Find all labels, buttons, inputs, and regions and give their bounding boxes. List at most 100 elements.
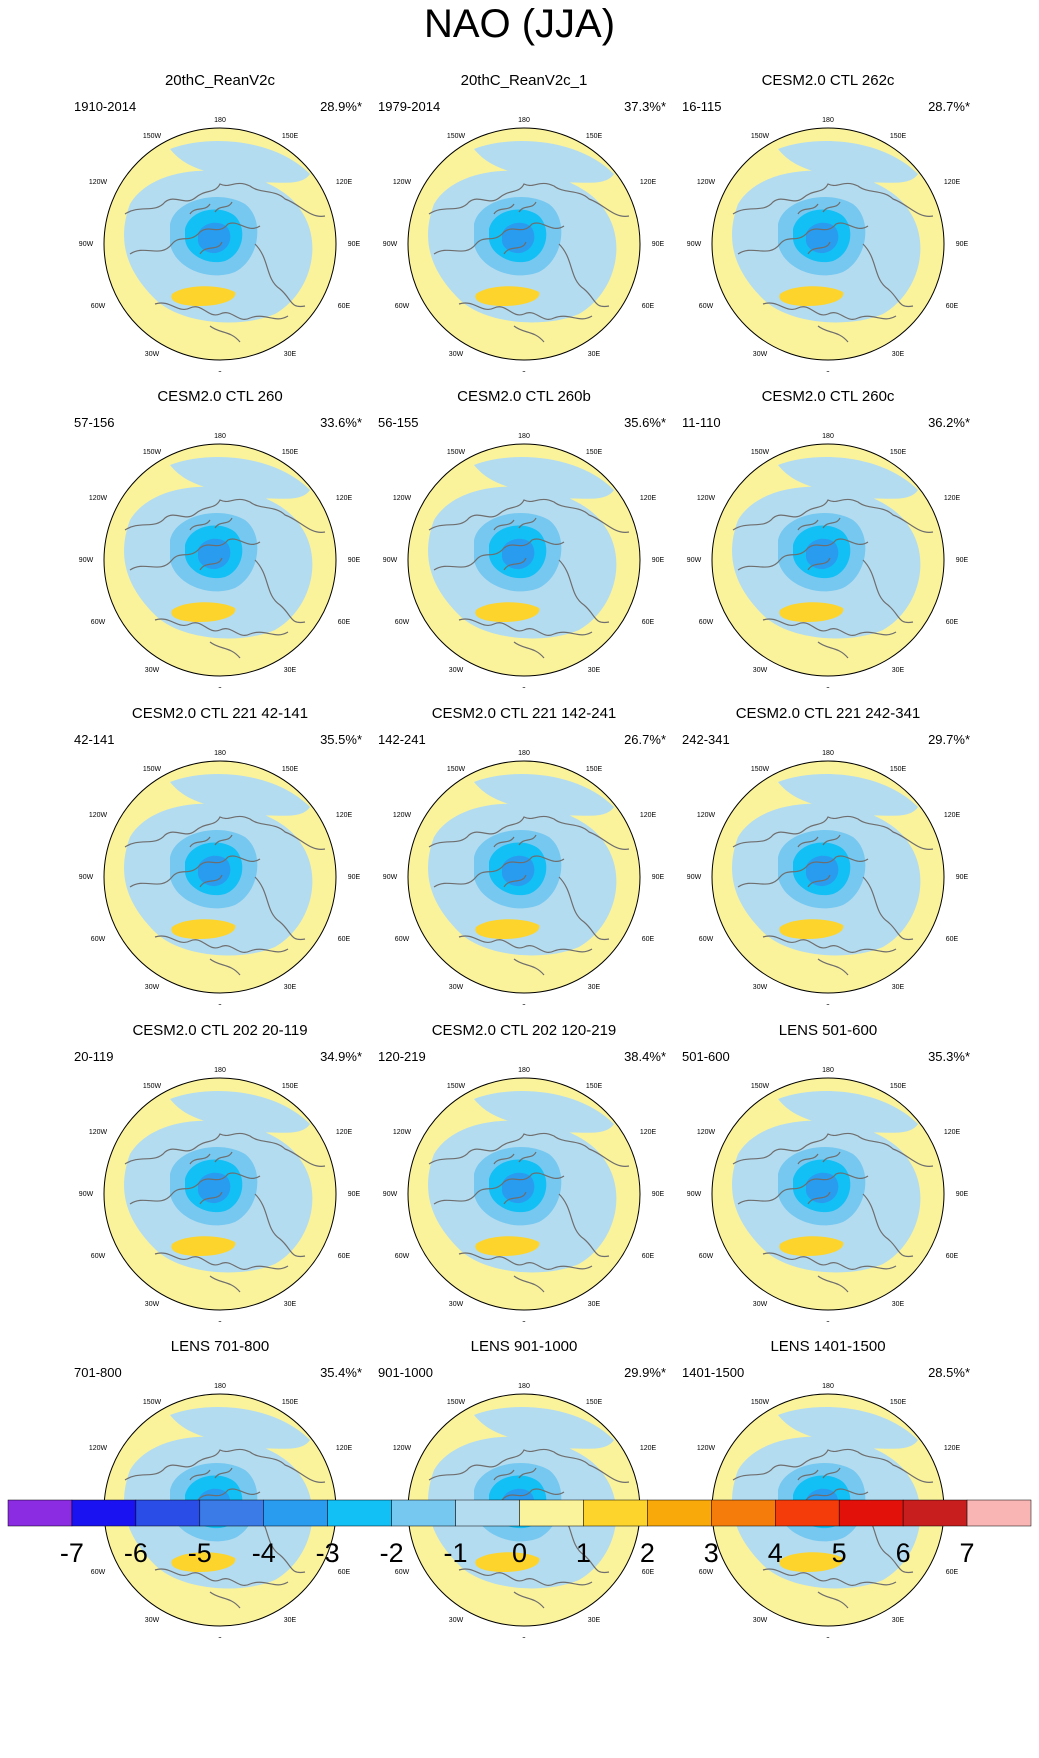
- lon-label-60e: 60E: [338, 303, 351, 310]
- colorbar-tick-label: -2: [380, 1538, 404, 1568]
- lon-label-150w: 150W: [447, 449, 466, 456]
- lon-label-0: 0: [826, 371, 830, 372]
- lon-label-120w: 120W: [697, 179, 716, 186]
- negative-core: [805, 222, 839, 254]
- lon-label-150w: 150W: [751, 766, 770, 773]
- lon-label-90e: 90E: [956, 557, 969, 564]
- panel-percent: 34.9%*: [320, 1049, 362, 1064]
- lon-label-60e: 60E: [642, 1253, 655, 1260]
- lon-label-30e: 30E: [588, 1301, 601, 1308]
- lon-label-90w: 90W: [383, 241, 398, 248]
- polar-map: 180 0 150W 150E 120W 120E 90W 90E 60W 60…: [687, 1067, 969, 1322]
- polar-map: 180 0 150W 150E 120W 120E 90W 90E 60W 60…: [687, 117, 969, 372]
- lon-label-60e: 60E: [946, 1253, 959, 1260]
- lon-label-30e: 30E: [284, 1617, 297, 1624]
- colorbar-tick-label: -6: [124, 1538, 148, 1568]
- negative-region: [778, 1091, 918, 1134]
- lon-label-0: 0: [522, 371, 526, 372]
- lon-label-120w: 120W: [393, 1129, 412, 1136]
- lon-label-180: 180: [518, 433, 530, 440]
- lon-label-120e: 120E: [640, 179, 657, 186]
- coastlines: [732, 498, 934, 659]
- colorbar-box: [519, 1499, 584, 1527]
- lon-label-30w: 30W: [753, 984, 768, 991]
- lon-label-120w: 120W: [393, 495, 412, 502]
- colorbar-box: [647, 1499, 712, 1527]
- panel-years: 501-600: [682, 1049, 730, 1064]
- panel-title: LENS 901-1000: [470, 1338, 578, 1355]
- negative-region: [170, 774, 310, 817]
- panel-percent: 38.4%*: [624, 1049, 666, 1064]
- lon-label-150w: 150W: [751, 1083, 770, 1090]
- negative-region: [170, 457, 310, 500]
- positive-center: [171, 1552, 236, 1572]
- colorbar-box: [7, 1499, 73, 1527]
- coastlines: [428, 498, 630, 659]
- colorbar-tick-label: 0: [512, 1538, 527, 1568]
- lon-label-60e: 60E: [338, 619, 351, 626]
- panel-years: 56-155: [378, 415, 419, 430]
- lon-label-0: 0: [522, 1321, 526, 1322]
- panel-years: 1910-2014: [74, 99, 137, 114]
- colorbar-box: [455, 1499, 520, 1527]
- panel-percent: 35.3%*: [928, 1049, 970, 1064]
- panel-title: LENS 701-800: [170, 1338, 270, 1355]
- lon-label-30e: 30E: [284, 351, 297, 358]
- lon-label-150w: 150W: [751, 1399, 770, 1406]
- lon-label-30e: 30E: [892, 984, 905, 991]
- map-panel: CESM2.0 CTL 221 142-241: [364, 705, 684, 1005]
- lon-label-120e: 120E: [944, 812, 961, 819]
- lon-label-150e: 150E: [586, 1083, 603, 1090]
- coastlines: [428, 815, 630, 976]
- lon-label-90w: 90W: [687, 241, 702, 248]
- map-panel: CESM2.0 CTL 221 242-341: [668, 705, 988, 1005]
- panel-title: LENS 501-600: [778, 1022, 878, 1039]
- lon-label-0: 0: [826, 1637, 830, 1638]
- positive-center: [779, 286, 844, 306]
- positive-center: [475, 1236, 540, 1256]
- polar-map: 180 0 150W 150E 120W 120E 90W 90E 60W 60…: [383, 1067, 665, 1322]
- lon-label-150e: 150E: [282, 1399, 299, 1406]
- lon-label-150w: 150W: [447, 133, 466, 140]
- lon-label-0: 0: [826, 1004, 830, 1005]
- lon-label-60w: 60W: [395, 303, 410, 310]
- colorbar-box: [966, 1499, 1032, 1527]
- map-border: [711, 443, 945, 677]
- panel-title: CESM2.0 CTL 262c: [761, 72, 895, 89]
- positive-center: [475, 1552, 540, 1572]
- map-border: [103, 760, 337, 994]
- lon-label-0: 0: [218, 1321, 222, 1322]
- lon-label-60e: 60E: [642, 1569, 655, 1576]
- colorbar-tick-label: -4: [252, 1538, 276, 1568]
- lon-label-30e: 30E: [892, 1617, 905, 1624]
- positive-center: [171, 919, 236, 939]
- lon-label-120e: 120E: [336, 495, 353, 502]
- lon-label-0: 0: [522, 687, 526, 688]
- panel-title: LENS 1401-1500: [770, 1338, 886, 1355]
- anomaly-field: [428, 1091, 617, 1273]
- coastlines: [732, 815, 934, 976]
- colorbar-box: [711, 1499, 776, 1527]
- panel-years: 701-800: [74, 1365, 122, 1380]
- lon-label-60e: 60E: [338, 936, 351, 943]
- polar-map: 180 0 150W 150E 120W 120E 90W 90E 60W 60…: [79, 1067, 361, 1322]
- lon-label-60w: 60W: [395, 1253, 410, 1260]
- lon-label-150w: 150W: [143, 766, 162, 773]
- lon-label-120w: 120W: [89, 1445, 108, 1452]
- lon-label-60w: 60W: [91, 936, 106, 943]
- lon-label-60e: 60E: [946, 1569, 959, 1576]
- colorbar-tick-label: 4: [768, 1538, 783, 1568]
- lon-label-150e: 150E: [890, 766, 907, 773]
- lon-label-150e: 150E: [282, 449, 299, 456]
- negative-region: [778, 1407, 918, 1450]
- lon-label-180: 180: [822, 1383, 834, 1390]
- negative-core: [501, 855, 535, 887]
- panel-years: 42-141: [74, 732, 115, 747]
- lon-label-150w: 150W: [751, 133, 770, 140]
- panel-title: CESM2.0 CTL 202 20-119: [132, 1022, 308, 1039]
- lon-label-30e: 30E: [284, 1301, 297, 1308]
- lon-label-90w: 90W: [687, 874, 702, 881]
- lon-label-0: 0: [218, 1637, 222, 1638]
- lon-label-120e: 120E: [944, 1129, 961, 1136]
- negative-core: [805, 1172, 839, 1204]
